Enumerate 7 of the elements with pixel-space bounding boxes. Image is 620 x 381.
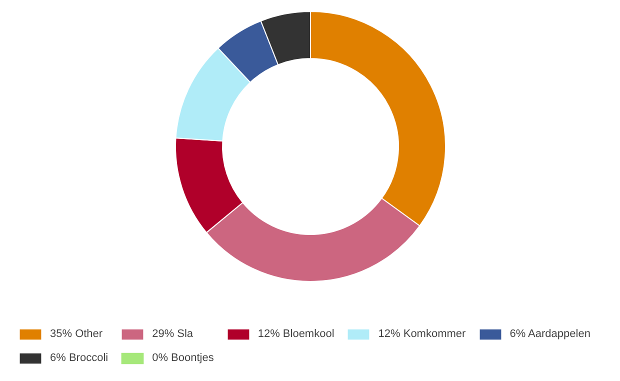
legend-label: 6% Broccoli (50, 352, 108, 364)
legend-label: 35% Other (50, 328, 103, 340)
legend-label: 29% Sla (152, 328, 194, 340)
legend-label: 0% Boontjes (152, 352, 214, 364)
legend-label: 12% Komkommer (378, 328, 466, 340)
legend-label: 6% Aardappelen (510, 328, 590, 340)
legend-label: 12% Bloemkool (258, 328, 334, 340)
